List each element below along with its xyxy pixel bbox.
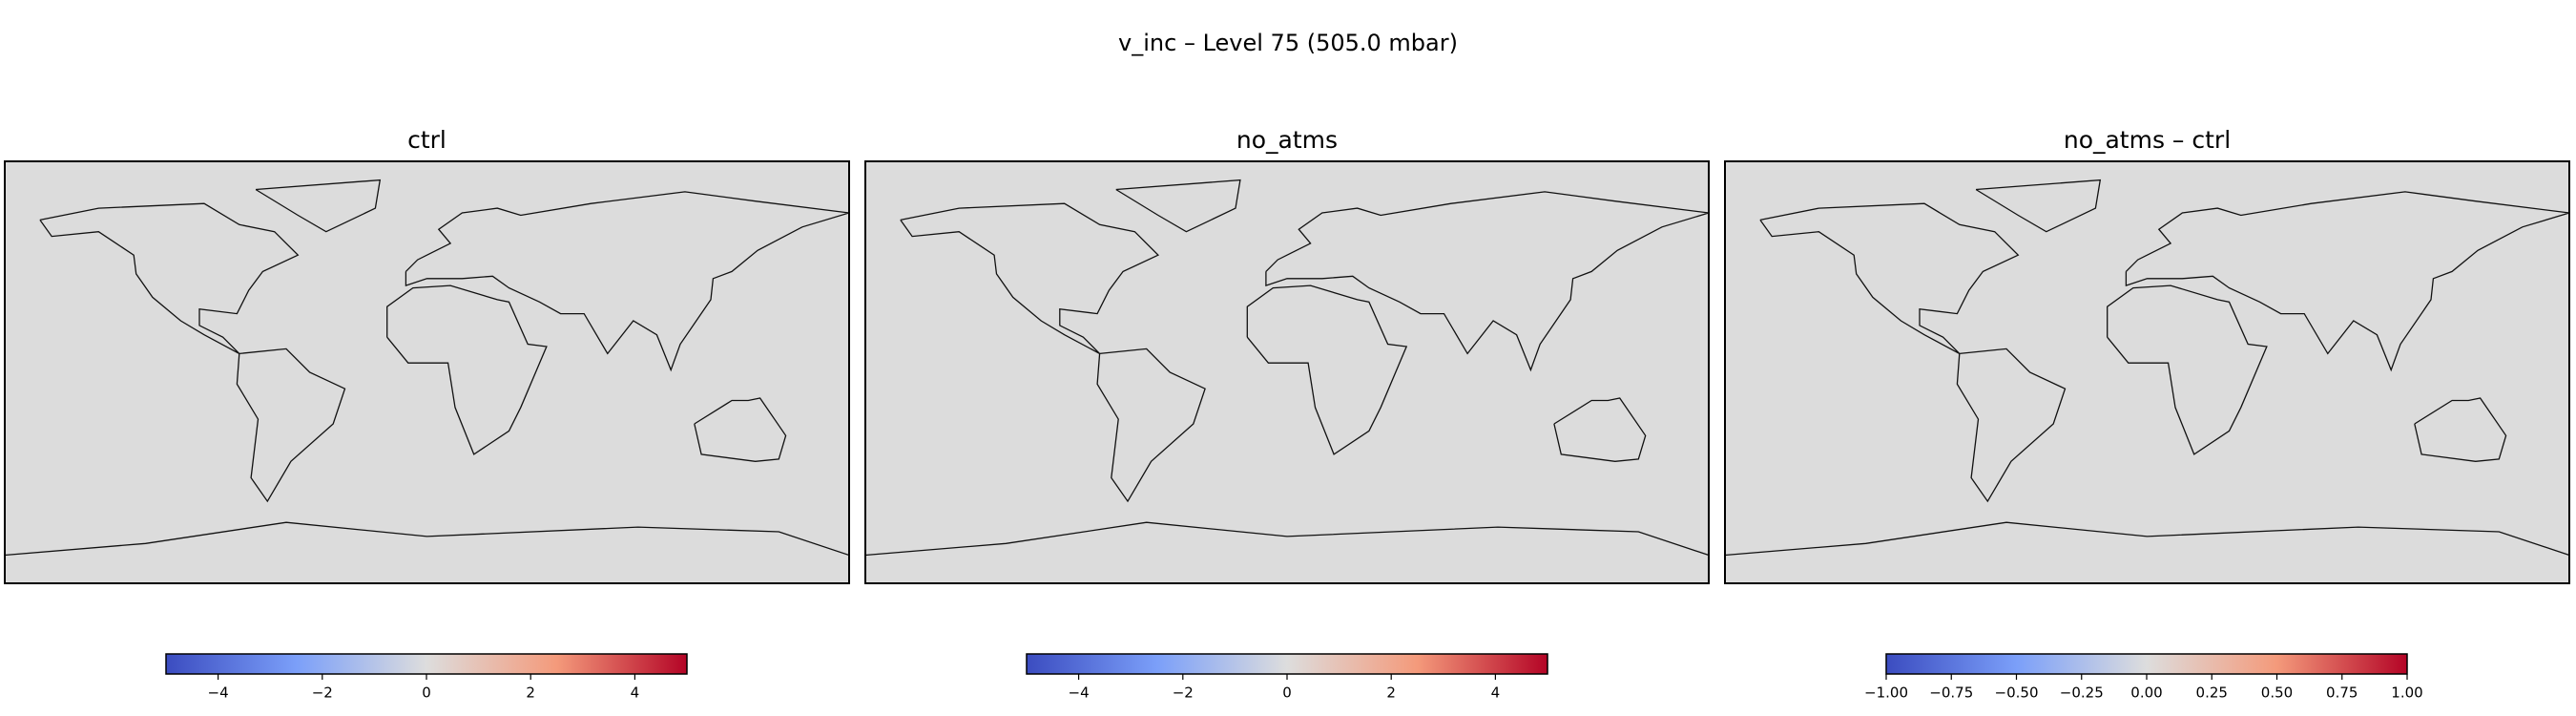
map-field xyxy=(1725,161,2569,583)
colorbar-tick-label: 0.50 xyxy=(2261,684,2293,702)
colorbar-tick-label: −2 xyxy=(1173,684,1194,702)
colorbar-tick-label: 1.00 xyxy=(2391,684,2422,702)
colorbar-tick-label: −4 xyxy=(208,684,229,702)
colorbar-tick-label: −0.50 xyxy=(1995,684,2039,702)
colorbar-tick-label: 0.75 xyxy=(2326,684,2358,702)
colorbar-tick-label: 0 xyxy=(1282,684,1292,702)
colorbar-tick-label: 4 xyxy=(631,684,640,702)
coastline xyxy=(4,179,850,557)
map-frame xyxy=(1724,160,2570,584)
colorbar-tick-label: −0.25 xyxy=(2060,684,2104,702)
map-field xyxy=(865,161,1709,583)
map-frame xyxy=(864,160,1710,584)
colorbar-tick-label: 2 xyxy=(526,684,535,702)
map-frame xyxy=(4,160,850,584)
panel-title: no_atms – ctrl xyxy=(2064,126,2231,154)
panel-title: no_atms xyxy=(1236,126,1338,154)
colorbar-tick-label: 0.25 xyxy=(2196,684,2228,702)
colorbar-tick-label: 0 xyxy=(422,684,431,702)
colorbar-tick-label: 2 xyxy=(1386,684,1396,702)
colorbar-tick-label: 4 xyxy=(1491,684,1501,702)
coastline xyxy=(864,179,1710,557)
colorbar xyxy=(1885,653,2408,675)
colorbar-tick-label: −0.75 xyxy=(1929,684,1973,702)
colorbar-tick-label: −4 xyxy=(1069,684,1090,702)
colorbar xyxy=(165,653,688,675)
colorbar-tick-label: 0.00 xyxy=(2130,684,2162,702)
colorbar-tick-label: −1.00 xyxy=(1864,684,1908,702)
figure-title: v_inc – Level 75 (505.0 mbar) xyxy=(1118,30,1458,56)
colorbar xyxy=(1026,653,1548,675)
colorbar-tick-label: −2 xyxy=(312,684,333,702)
panel-title: ctrl xyxy=(407,126,447,154)
map-field xyxy=(5,161,849,583)
coastline xyxy=(1724,179,2570,557)
